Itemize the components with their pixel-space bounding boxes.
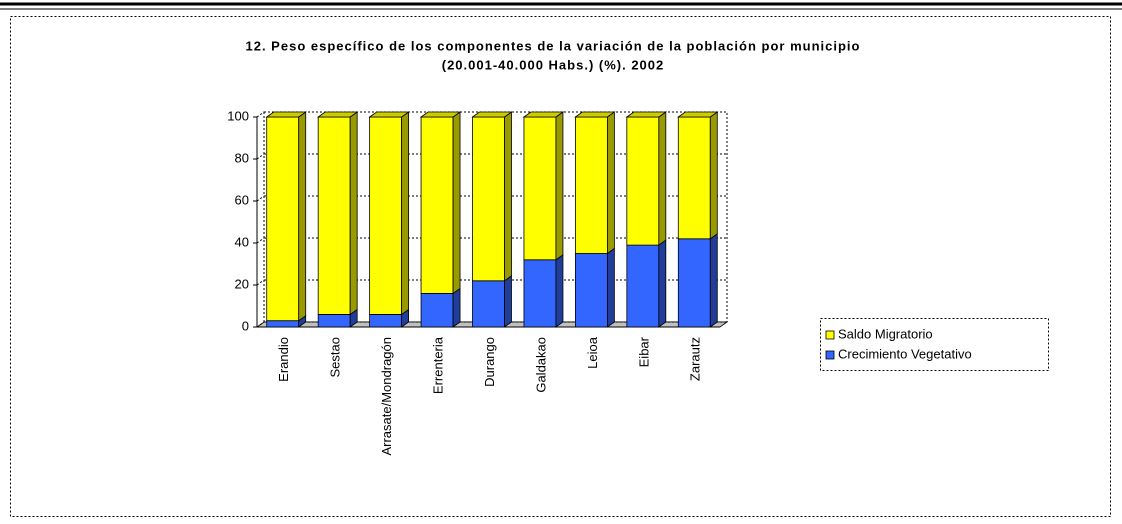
bar-side: [298, 111, 307, 322]
bar: [420, 292, 454, 328]
bar: [420, 116, 454, 294]
legend-label: Saldo Migratorio: [838, 326, 933, 341]
bar-side: [606, 247, 615, 328]
x-tick-label: Galdakao: [533, 337, 548, 393]
bar-side: [709, 233, 718, 328]
legend-label: Crecimiento Vegetativo: [838, 346, 972, 361]
bar-side: [504, 275, 512, 328]
x-tick-label: Sestao: [328, 337, 343, 377]
bar: [472, 280, 505, 328]
x-tick-label: Eibar: [636, 336, 651, 367]
bar-top: [574, 111, 616, 118]
bar: [574, 116, 608, 254]
y-tick-label: 80: [235, 150, 249, 165]
bar: [523, 259, 557, 328]
grid-line: [256, 111, 265, 118]
bar-top: [677, 111, 719, 118]
y-tick-label: 40: [235, 234, 249, 249]
bar: [369, 116, 403, 315]
bar: [266, 116, 300, 322]
x-tick-label: Leioa: [585, 336, 600, 369]
bar-top: [625, 111, 668, 118]
bar-side: [555, 111, 564, 261]
bar-top: [522, 111, 565, 118]
bar: [574, 253, 608, 328]
bar-side: [401, 111, 410, 316]
y-tick-label: 20: [235, 276, 249, 291]
bar-top: [471, 111, 513, 118]
bar-side: [606, 111, 615, 255]
y-tick-label: 0: [242, 318, 249, 333]
y-tick-label: 100: [227, 108, 249, 123]
bar-side: [452, 287, 461, 328]
bar-top: [316, 111, 359, 118]
bar-side: [658, 239, 667, 328]
bar: [266, 320, 300, 328]
x-tick-label: Errenteria: [430, 336, 445, 394]
plot: 0 20 40 60 80 100 Erandio Sestao Arrasate/Mondra…: [227, 108, 729, 456]
legend-swatch: [825, 350, 835, 360]
x-tick-label: Arrasate/Mondragón: [379, 337, 394, 456]
grid-line: [256, 237, 265, 244]
grid-line: [256, 195, 265, 202]
bar-side: [709, 111, 718, 240]
bar: [626, 244, 660, 328]
grid-line: [256, 153, 265, 160]
x-tick-label: Durango: [482, 337, 497, 387]
legend-swatch: [825, 330, 835, 340]
bar-top: [265, 111, 307, 118]
bar-side: [555, 254, 564, 328]
x-tick-label: Erandio: [276, 337, 291, 382]
bar: [523, 116, 557, 261]
legend: [820, 318, 1049, 371]
bar-side: [349, 111, 358, 316]
bar: [317, 116, 351, 315]
bar-side: [658, 111, 667, 246]
grid-line: [256, 321, 265, 328]
x-tick-label: Zarautz: [688, 337, 703, 381]
chart-title: 12. Peso específico de los componentes d…: [246, 38, 861, 53]
bar-top: [368, 111, 410, 118]
bar: [317, 313, 351, 328]
bar-top: [419, 111, 462, 118]
bar: [677, 116, 711, 240]
bar: [472, 116, 505, 282]
bar-side: [452, 111, 461, 295]
chart-subtitle: (20.001-40.000 Habs.) (%). 2002: [442, 57, 665, 72]
bar-side: [504, 111, 512, 282]
bar: [369, 313, 403, 328]
y-tick-label: 60: [235, 192, 249, 207]
bar: [626, 116, 660, 246]
bar: [677, 238, 711, 328]
grid-line: [256, 279, 265, 286]
